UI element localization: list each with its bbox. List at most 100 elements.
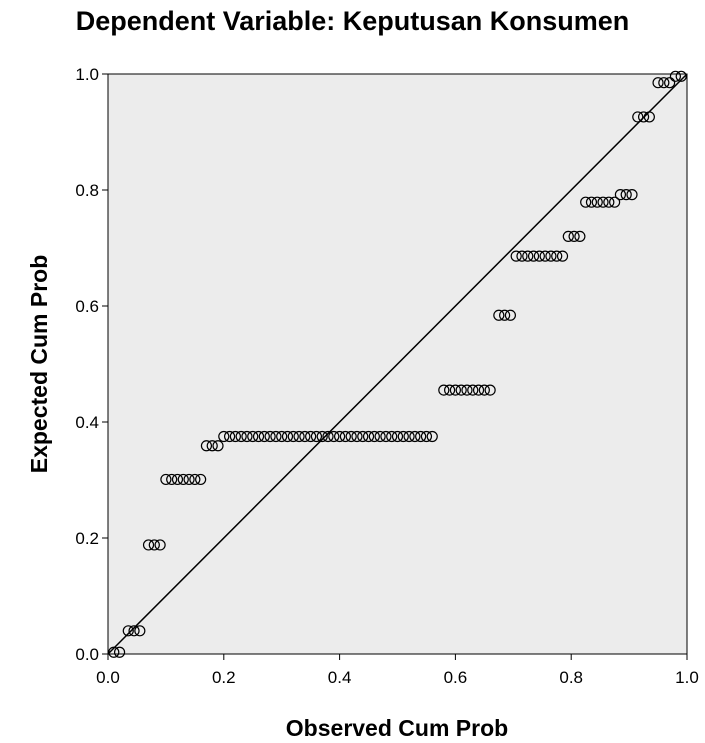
data-point	[415, 430, 427, 443]
data-point	[539, 250, 551, 262]
data-point	[386, 430, 398, 443]
data-point	[484, 384, 496, 396]
data-point	[122, 625, 134, 637]
x-tick-label: 0.4	[328, 668, 352, 687]
data-point	[568, 230, 580, 242]
chart-title: Dependent Variable: Keputusan Konsumen	[75, 6, 630, 36]
data-point	[148, 539, 160, 551]
data-point	[409, 430, 421, 443]
y-axis-label: Expected Cum Prob	[26, 255, 52, 474]
data-point	[545, 250, 557, 262]
data-point	[270, 430, 282, 443]
data-point	[177, 473, 189, 486]
data-point	[316, 430, 328, 443]
data-point	[426, 430, 438, 443]
data-point	[200, 440, 213, 452]
y-tick-label: 0.6	[75, 297, 99, 316]
data-point	[467, 384, 479, 396]
data-point	[281, 430, 294, 443]
data-point	[223, 430, 236, 443]
data-point	[166, 473, 178, 486]
data-point	[183, 473, 195, 486]
data-point	[391, 430, 404, 443]
data-point	[362, 430, 375, 443]
data-point	[637, 111, 650, 123]
data-point	[632, 111, 644, 123]
data-point	[212, 440, 224, 452]
data-point	[310, 430, 323, 443]
data-point	[247, 430, 259, 443]
y-tick-label: 0.8	[75, 181, 99, 200]
data-point	[206, 440, 218, 452]
data-point	[287, 430, 299, 443]
y-tick-label: 0.0	[75, 645, 99, 664]
data-point	[380, 430, 392, 443]
data-point	[328, 430, 340, 443]
data-point	[499, 309, 511, 321]
data-point	[652, 77, 664, 89]
data-point	[345, 430, 357, 443]
data-point	[195, 473, 207, 486]
data-point	[189, 473, 201, 486]
data-point	[258, 430, 270, 443]
data-point	[241, 430, 253, 443]
x-tick-label: 0.2	[212, 668, 236, 687]
x-tick-label: 1.0	[675, 668, 699, 687]
x-axis: 0.0 0.2 0.4 0.6 0.8 1.0	[96, 654, 699, 687]
data-point	[449, 384, 461, 396]
data-point	[527, 250, 540, 262]
data-point	[664, 77, 676, 89]
data-point	[626, 189, 638, 201]
y-tick-label: 0.2	[75, 529, 99, 548]
x-tick-label: 0.6	[444, 668, 468, 687]
data-point	[603, 196, 615, 208]
data-point	[504, 309, 517, 321]
data-point	[516, 250, 528, 262]
data-point	[580, 196, 592, 208]
data-point	[368, 430, 380, 443]
data-point	[142, 539, 155, 551]
data-point	[154, 539, 166, 551]
data-point	[339, 430, 351, 443]
data-point	[357, 430, 369, 443]
x-axis-label: Observed Cum Prob	[286, 715, 508, 741]
data-point	[276, 430, 288, 443]
data-point	[585, 196, 598, 208]
data-point	[643, 111, 655, 123]
data-point	[669, 70, 682, 82]
data-point	[134, 625, 146, 637]
data-point	[444, 384, 456, 396]
data-point	[562, 230, 574, 242]
data-point	[472, 384, 485, 396]
data-point	[591, 196, 603, 208]
data-point	[455, 384, 467, 396]
data-point	[293, 430, 305, 443]
data-point	[235, 430, 247, 443]
data-point	[229, 430, 241, 443]
data-point	[609, 196, 621, 208]
data-point	[493, 309, 505, 321]
data-point	[510, 250, 522, 262]
data-point	[171, 473, 184, 486]
data-point	[374, 430, 386, 443]
data-point	[551, 250, 563, 262]
data-point	[461, 384, 473, 396]
data-point	[620, 189, 632, 201]
y-tick-label: 1.0	[75, 65, 99, 84]
data-point	[264, 430, 276, 443]
reference-line	[107, 73, 688, 655]
y-tick-label: 0.4	[75, 413, 99, 432]
data-point	[478, 384, 490, 396]
data-point	[438, 384, 450, 396]
data-point	[533, 250, 545, 262]
data-point	[322, 430, 334, 443]
data-point	[305, 430, 317, 443]
data-point	[614, 189, 627, 201]
data-point	[403, 430, 415, 443]
data-point	[397, 430, 409, 443]
data-point	[252, 430, 265, 443]
data-point	[420, 430, 433, 443]
data-point	[160, 473, 172, 486]
data-point	[675, 70, 687, 82]
data-point	[113, 646, 126, 658]
